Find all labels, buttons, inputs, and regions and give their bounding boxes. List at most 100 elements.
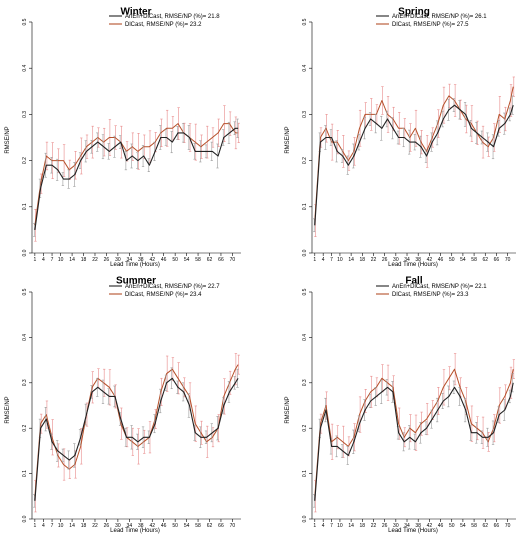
legend: AnEn+DlCast, RMSE/NP (%)= 26.1 DlCast, RM… xyxy=(376,14,487,28)
series-anen-dlcast xyxy=(312,373,514,508)
x-tick-label: 66 xyxy=(218,523,224,529)
x-tick-label: 62 xyxy=(207,257,213,263)
x-tick-label: 22 xyxy=(92,523,98,529)
y-axis-label: RMSE/NP xyxy=(285,126,291,153)
series-dlcast xyxy=(314,76,516,237)
x-tick-label: 26 xyxy=(104,523,110,529)
series-line xyxy=(34,127,239,230)
y-axis-label: RMSE/NP xyxy=(285,396,291,423)
legend-entry: DlCast, RMSE/NP (%)= 23.2 xyxy=(125,22,202,28)
x-tick-label: 58 xyxy=(195,523,201,529)
chart-title: Spring xyxy=(398,6,430,17)
series-anen-dlcast xyxy=(33,367,239,508)
y-tick-label: 0.4 xyxy=(22,65,28,72)
x-tick-label: 7 xyxy=(330,523,333,529)
x-tick-label: 18 xyxy=(360,257,366,263)
x-tick-label: 42 xyxy=(149,257,155,263)
chart-title: Fall xyxy=(405,275,422,286)
y-tick-label: 0.2 xyxy=(302,157,308,164)
series-anen-dlcast xyxy=(33,118,239,237)
series-anen-dlcast xyxy=(312,95,514,233)
x-tick-label: 26 xyxy=(382,257,388,263)
series-line xyxy=(34,123,239,226)
x-tick-label: 34 xyxy=(127,257,133,263)
y-tick-label: 0.5 xyxy=(22,18,28,25)
series-line xyxy=(34,364,239,497)
x-tick-label: 1 xyxy=(313,523,316,529)
x-tick-label: 46 xyxy=(438,523,444,529)
x-tick-label: 30 xyxy=(393,523,399,529)
x-tick-label: 26 xyxy=(104,257,110,263)
x-tick-label: 30 xyxy=(115,257,121,263)
y-tick-label: 0.5 xyxy=(302,18,308,25)
x-tick-label: 18 xyxy=(360,523,366,529)
x-tick-label: 34 xyxy=(404,523,410,529)
x-tick-label: 42 xyxy=(427,523,433,529)
x-tick-label: 7 xyxy=(51,257,54,263)
y-tick-label: 0.4 xyxy=(302,65,308,72)
series-dlcast xyxy=(34,353,240,513)
x-tick-label: 50 xyxy=(172,257,178,263)
legend-entry: AnEn+DlCast, RMSE/NP (%)= 26.1 xyxy=(392,14,487,20)
x-tick-label: 10 xyxy=(337,257,343,263)
x-tick-label: 46 xyxy=(161,523,167,529)
chart-title: Winter xyxy=(120,6,151,17)
x-tick-label: 7 xyxy=(51,523,54,529)
x-tick-label: 70 xyxy=(505,523,511,529)
y-tick-label: 0.3 xyxy=(22,379,28,386)
legend-entry: AnEn+DlCast, RMSE/NP (%)= 22.7 xyxy=(125,284,220,290)
y-axis-label: RMSE/NP xyxy=(5,396,11,423)
x-tick-label: 14 xyxy=(69,257,75,263)
y-tick-label: 0.3 xyxy=(22,111,28,118)
x-tick-label: 50 xyxy=(449,523,455,529)
y-tick-label: 0.0 xyxy=(302,515,308,522)
x-tick-label: 54 xyxy=(460,523,466,529)
y-tick-label: 0.0 xyxy=(302,249,308,256)
x-tick-label: 50 xyxy=(449,257,455,263)
x-tick-label: 70 xyxy=(230,257,236,263)
x-tick-label: 26 xyxy=(382,523,388,529)
x-tick-label: 66 xyxy=(494,257,500,263)
x-tick-label: 38 xyxy=(138,257,144,263)
x-tick-label: 14 xyxy=(69,523,75,529)
x-tick-label: 4 xyxy=(322,523,325,529)
x-tick-label: 62 xyxy=(482,523,488,529)
y-tick-label: 0.1 xyxy=(22,203,28,210)
x-tick-label: 10 xyxy=(58,257,64,263)
x-tick-label: 7 xyxy=(330,257,333,263)
x-tick-label: 58 xyxy=(195,257,201,263)
x-tick-label: 58 xyxy=(471,523,477,529)
x-tick-label: 66 xyxy=(494,523,500,529)
series-line xyxy=(314,86,514,221)
x-tick-label: 1 xyxy=(313,257,316,263)
x-tick-label: 38 xyxy=(415,523,421,529)
series-line xyxy=(314,382,514,501)
x-tick-label: 50 xyxy=(172,523,178,529)
y-axis-label: RMSE/NP xyxy=(5,126,11,153)
series-line xyxy=(314,104,514,226)
x-tick-label: 22 xyxy=(371,523,377,529)
x-tick-label: 18 xyxy=(81,257,87,263)
legend-entry: DlCast, RMSE/NP (%)= 23.4 xyxy=(125,292,202,298)
x-tick-label: 46 xyxy=(161,257,167,263)
y-tick-label: 0.0 xyxy=(22,249,28,256)
y-tick-label: 0.0 xyxy=(22,515,28,522)
x-tick-label: 10 xyxy=(337,523,343,529)
legend: AnEn+DlCast, RMSE/NP (%)= 22.7 DlCast, RM… xyxy=(109,284,220,298)
legend-entry: DlCast, RMSE/NP (%)= 27.5 xyxy=(392,22,469,28)
legend-entry: AnEn+DlCast, RMSE/NP (%)= 22.1 xyxy=(392,284,487,290)
x-tick-label: 62 xyxy=(207,523,213,529)
x-tick-label: 10 xyxy=(58,523,64,529)
x-axis-label: Lead Time (Hours) xyxy=(388,528,438,534)
legend: AnEn+DlCast, RMSE/NP (%)= 21.8 DlCast, RM… xyxy=(109,14,220,28)
x-tick-label: 42 xyxy=(427,257,433,263)
x-tick-label: 1 xyxy=(33,523,36,529)
x-tick-label: 34 xyxy=(127,523,133,529)
x-axis-label: Lead Time (Hours) xyxy=(110,262,160,268)
x-tick-label: 54 xyxy=(460,257,466,263)
x-tick-label: 14 xyxy=(348,257,354,263)
